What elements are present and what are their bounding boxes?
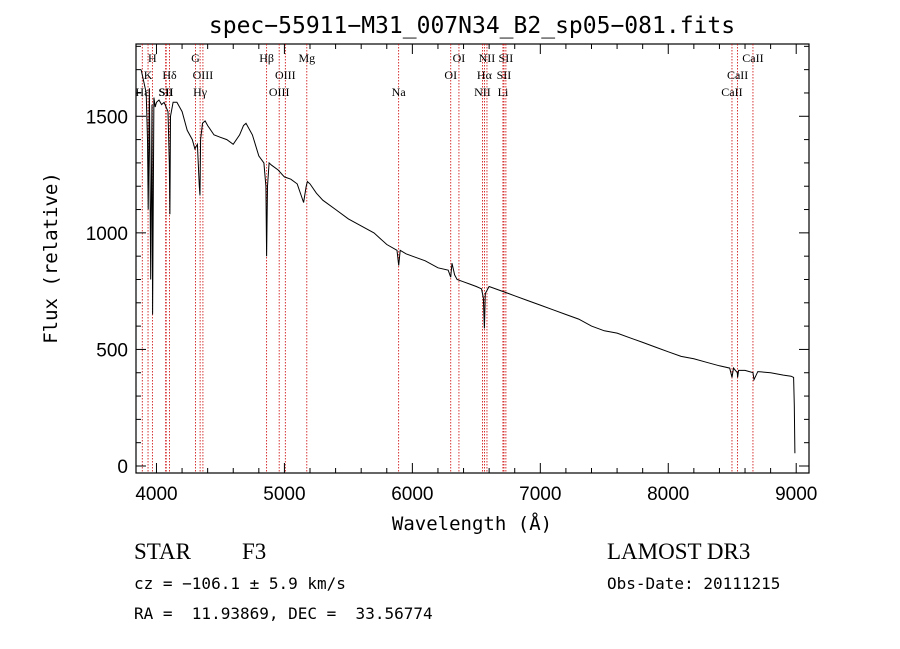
line-label-14: OI [444, 68, 457, 82]
line-label-21: Li [498, 85, 509, 99]
line-label-23: CaII [727, 68, 748, 82]
line-label-18: Hα [477, 68, 493, 82]
object-subclass: F3 [242, 539, 267, 564]
line-label-17: NII [479, 51, 496, 65]
line-label-8: OIII [193, 68, 214, 82]
x-tick-label: 5000 [263, 484, 305, 505]
object-class: STAR [134, 539, 191, 564]
y-tick-label: 0 [117, 457, 128, 478]
x-tick-label: 9000 [775, 484, 817, 505]
line-markers [141, 44, 754, 473]
y-axis-label: Flux (relative) [40, 172, 62, 344]
redshift-text: cz = −106.1 ± 5.9 km/s [134, 574, 346, 593]
line-label-20: SII [499, 51, 514, 65]
line-label-4: SII [158, 85, 173, 99]
y-tick-label: 1500 [86, 107, 128, 128]
survey-name: LAMOST DR3 [607, 539, 751, 564]
x-tick-label: 7000 [519, 484, 561, 505]
x-tick-label: 6000 [391, 484, 433, 505]
plot-frame [135, 43, 810, 474]
x-tick-label: 4000 [135, 484, 177, 505]
line-label-9: Hβ [259, 51, 274, 65]
line-label-5: SII [159, 85, 174, 99]
line-label-16: NII [474, 85, 491, 99]
line-label-12: Mg [298, 51, 315, 65]
coordinates: RA = 11.93869, DEC = 33.56774 [134, 604, 433, 623]
line-label-13: Na [392, 85, 407, 99]
chart-title: spec−55911−M31_007N34_B2_sp05−081.fits [209, 13, 735, 39]
line-labels: HεKHHδSIISIIGHγOIIIHβOIIIOIIIMgNaOIOINII… [135, 51, 763, 99]
y-tick-label: 500 [96, 340, 128, 361]
line-label-7: Hγ [193, 85, 208, 99]
y-axis-ticks: 0 500 1000 1500 [86, 45, 809, 478]
x-axis-ticks: 4000 5000 6000 7000 8000 9000 [135, 44, 817, 505]
line-label-19: SII [497, 68, 512, 82]
x-tick-label: 8000 [647, 484, 689, 505]
line-label-2: H [148, 51, 157, 65]
line-label-3: Hδ [162, 68, 177, 82]
spectrum-chart: spec−55911−M31_007N34_B2_sp05−081.fits H… [40, 13, 817, 535]
spectrum-line [140, 69, 796, 454]
line-label-11: OIII [275, 68, 296, 82]
y-tick-label: 1000 [86, 224, 128, 245]
x-axis-label: Wavelength (Å) [392, 512, 552, 535]
line-label-6: G [191, 51, 200, 65]
line-label-15: OI [453, 51, 466, 65]
line-label-10: OIII [269, 85, 290, 99]
obs-date: Obs-Date: 20111215 [607, 574, 781, 593]
line-label-0: Hε [135, 85, 149, 99]
line-label-1: K [144, 68, 153, 82]
line-label-24: CaII [742, 51, 763, 65]
line-label-22: CaII [721, 85, 742, 99]
